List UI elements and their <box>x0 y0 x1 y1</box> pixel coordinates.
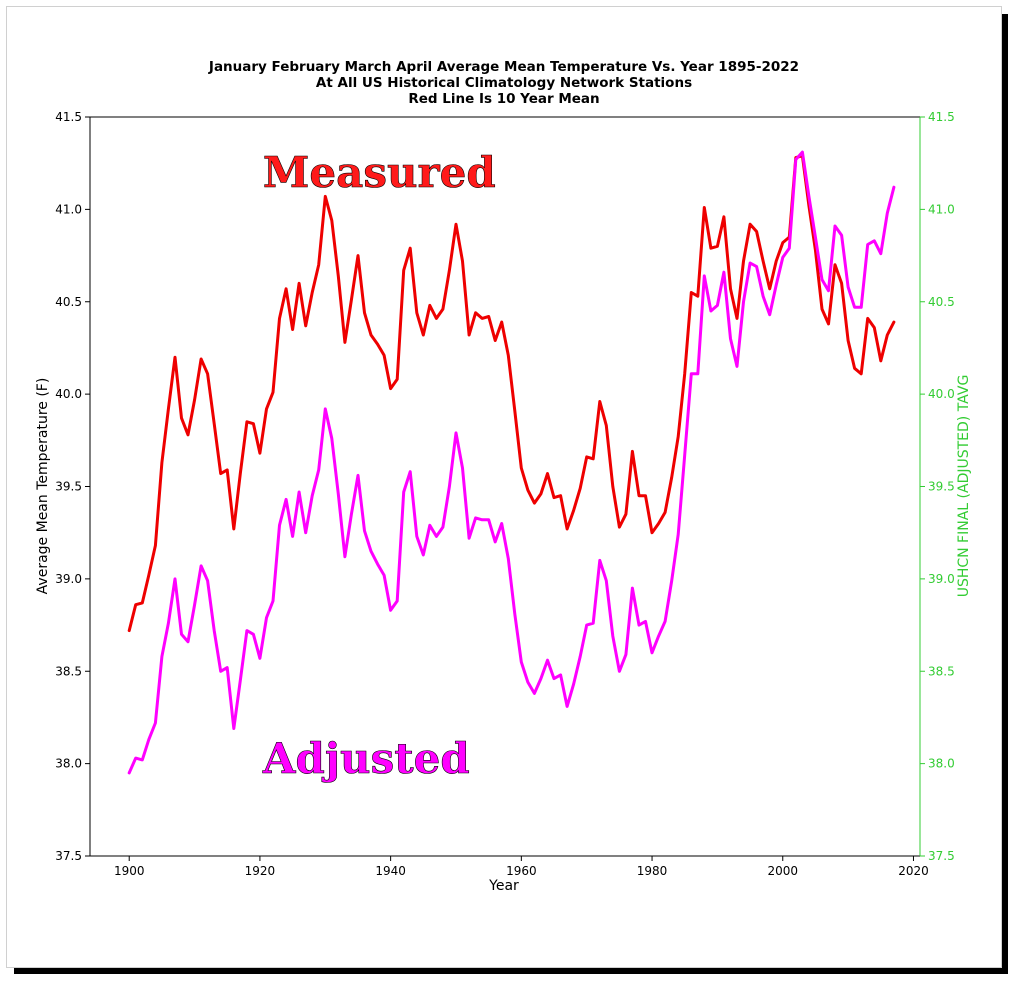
y-tick-label: 39.0 <box>55 572 82 586</box>
axes-layer: 1900 1920 1940 1960 1980 2000 202037.538.038.5… <box>55 110 954 878</box>
x-tick-label: 1900 <box>114 864 145 878</box>
y-tick-label: 37.5 <box>55 849 82 863</box>
chart-title: January February March April Average Mea… <box>208 59 799 107</box>
x-tick-label: 1980 <box>637 864 668 878</box>
y-tick-label-right: 39.5 <box>928 480 955 494</box>
x-tick-label: 1920 <box>245 864 276 878</box>
annotation-adjusted: Adjusted <box>262 734 470 783</box>
series-line-1 <box>127 154 896 633</box>
series-line-2 <box>127 150 896 775</box>
y-tick-label: 40.5 <box>55 295 82 309</box>
y-tick-label-right: 38.0 <box>928 757 955 771</box>
x-tick-label: 2000 <box>767 864 798 878</box>
y-tick-label-right: 40.0 <box>928 387 955 401</box>
x-tick-label: 1940 <box>375 864 406 878</box>
title-line-2: At All US Historical Climatology Network… <box>316 75 692 91</box>
y-tick-label-right: 37.5 <box>928 849 955 863</box>
x-tick-label: 1960 <box>506 864 537 878</box>
series-layer <box>127 150 896 775</box>
y-tick-label: 38.0 <box>55 757 82 771</box>
x-axis-label: Year <box>488 878 519 894</box>
title-line-3: Red Line Is 10 Year Mean <box>408 91 599 107</box>
x-tick-label: 2020 <box>898 864 929 878</box>
y-tick-label: 38.5 <box>55 664 82 678</box>
y-axis-label-right: USHCN FINAL (ADJUSTED) TAVG <box>956 375 972 598</box>
y-tick-label: 41.0 <box>55 202 82 216</box>
y-tick-label-right: 40.5 <box>928 295 955 309</box>
y-tick-label-right: 39.0 <box>928 572 955 586</box>
y-tick-label-right: 38.5 <box>928 664 955 678</box>
y-tick-label: 40.0 <box>55 387 82 401</box>
y-axis-label: Average Mean Temperature (F) <box>35 378 51 595</box>
y-tick-label-right: 41.5 <box>928 110 955 124</box>
y-tick-label: 41.5 <box>55 110 82 124</box>
annotation-measured: Measured <box>263 148 496 197</box>
annotation-layer: Measured Adjusted <box>262 148 496 783</box>
title-line-1: January February March April Average Mea… <box>208 59 799 75</box>
y-tick-label: 39.5 <box>55 480 82 494</box>
figure-frame <box>6 6 1002 968</box>
y-tick-label-right: 41.0 <box>928 202 955 216</box>
